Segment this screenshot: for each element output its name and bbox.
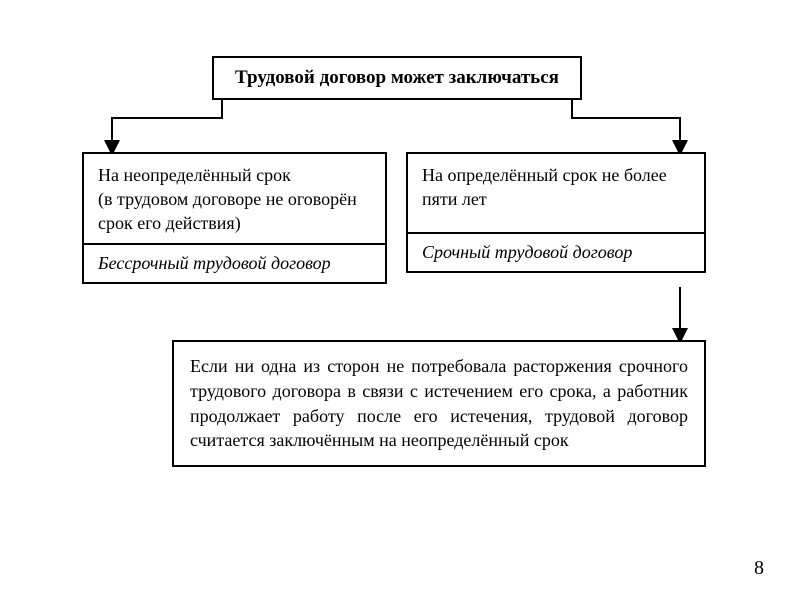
page-number: 8 xyxy=(754,557,764,580)
bottom-text: Если ни одна из сторон не потребовала ра… xyxy=(190,356,688,450)
edge-title-left xyxy=(112,100,222,152)
left-node: На неопределённый срок (в трудовом догов… xyxy=(82,152,387,284)
edge-title-right xyxy=(572,100,680,152)
bottom-node: Если ни одна из сторон не потребовала ра… xyxy=(172,340,706,467)
right-node: На определённый срок не более пяти лет С… xyxy=(406,152,706,273)
title-text: Трудовой договор может заключаться xyxy=(235,67,559,88)
left-sub-text: Бессрочный трудовой договор xyxy=(84,243,385,282)
right-main-text: На определённый срок не более пяти лет xyxy=(408,154,704,232)
left-main-text: На неопределённый срок (в трудовом догов… xyxy=(84,154,385,243)
title-node: Трудовой договор может заключаться xyxy=(212,56,582,100)
diagram-canvas: Трудовой договор может заключаться На не… xyxy=(0,0,800,600)
right-sub-text: Срочный трудовой договор xyxy=(408,232,704,271)
